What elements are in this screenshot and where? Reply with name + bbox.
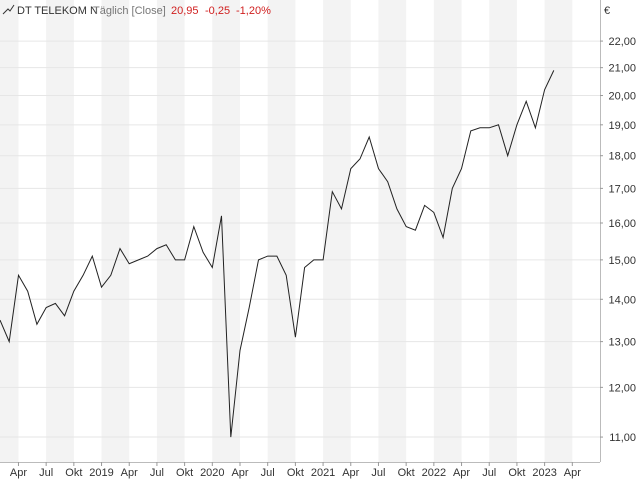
quarter-band: [156, 0, 185, 462]
y-tick-label: 20,00: [608, 91, 636, 103]
line-icon: [2, 4, 15, 15]
x-tick-label: 2021: [311, 467, 335, 479]
currency-unit: €: [604, 5, 610, 17]
y-tick-label: 18,00: [608, 151, 636, 163]
y-tick-label: 17,00: [608, 183, 636, 195]
x-tick-label: 2020: [200, 467, 224, 479]
quarter-band: [267, 0, 296, 462]
quarter-band: [489, 0, 517, 462]
grid: [0, 40, 600, 438]
y-tick-label: 12,00: [608, 382, 636, 394]
quarter-bands: [0, 0, 573, 462]
x-tick-label: Okt: [65, 467, 82, 479]
y-tick-label: 14,00: [608, 294, 636, 306]
x-tick-label: Okt: [287, 467, 304, 479]
x-tick-label: Okt: [398, 467, 415, 479]
x-tick-label: Jul: [371, 467, 385, 479]
quarter-band: [46, 0, 74, 462]
x-tick-label: Apr: [10, 467, 27, 479]
y-tick-label: 15,00: [608, 255, 636, 267]
x-tick-label: 2023: [532, 467, 556, 479]
quarter-band: [212, 0, 240, 462]
y-tick-label: 11,00: [609, 432, 636, 444]
y-tick-label: 19,00: [608, 120, 636, 132]
price-change-pct: -1,20%: [236, 5, 271, 17]
x-tick-label: Jul: [39, 467, 53, 479]
quarter-band: [433, 0, 462, 462]
y-tick-label: 16,00: [608, 218, 636, 230]
x-tick-label: 2022: [422, 467, 446, 479]
quarter-band: [378, 0, 407, 462]
x-tick-label: Okt: [176, 467, 193, 479]
x-tick-label: Jul: [150, 467, 164, 479]
quarter-band: [544, 0, 573, 462]
quarter-band: [0, 0, 19, 462]
price-change: -0,25: [205, 5, 230, 17]
x-tick-label: Apr: [231, 467, 248, 479]
x-tick-label: Apr: [564, 467, 581, 479]
x-tick-label: Okt: [508, 467, 525, 479]
last-price: 20,95: [171, 5, 199, 17]
price-line: [0, 70, 555, 438]
x-tick-label: Apr: [453, 467, 470, 479]
interval: Täglich [Close]: [93, 5, 166, 17]
x-tick-label: Jul: [261, 467, 275, 479]
instrument-name: DT TELEKOM N: [17, 5, 98, 17]
x-tick-label: Apr: [342, 467, 359, 479]
x-tick-label: Apr: [121, 467, 138, 479]
x-tick-label: 2019: [89, 467, 113, 479]
y-tick-label: 13,00: [608, 337, 636, 349]
y-tick-label: 21,00: [608, 63, 636, 75]
quarter-band: [323, 0, 351, 462]
quarter-band: [101, 0, 130, 462]
y-tick-label: 22,00: [608, 36, 636, 48]
x-tick-label: Jul: [482, 467, 496, 479]
